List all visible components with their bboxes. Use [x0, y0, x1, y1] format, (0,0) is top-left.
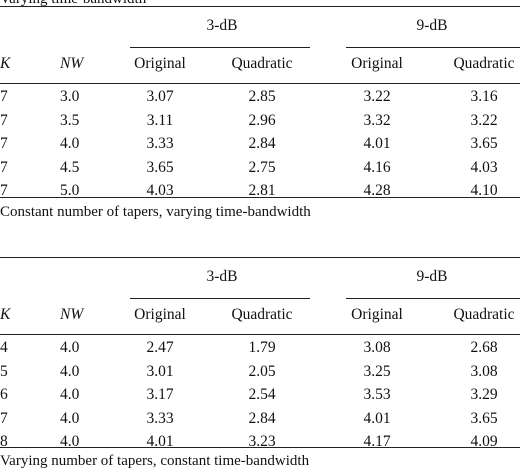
- table-cell: 3.07: [146, 88, 174, 105]
- table-cell: 2.05: [248, 362, 276, 380]
- group-rule-9db: [346, 47, 520, 48]
- bottom-rule: [0, 197, 520, 198]
- column-header: Quadratic: [453, 55, 515, 72]
- column-header: Quadratic: [453, 306, 515, 323]
- table-cell: 2.96: [248, 111, 276, 129]
- table-cell: 3.65: [146, 158, 174, 176]
- table-cell: 4.16: [363, 158, 391, 176]
- group-rule-3db: [130, 47, 310, 48]
- table-cell: 3.5: [60, 111, 80, 129]
- table-cell: 3.65: [470, 409, 498, 427]
- table-cell: 3.23: [248, 433, 276, 451]
- header-rule: [0, 334, 520, 335]
- column-header: NW: [60, 55, 84, 72]
- column-header: Original: [351, 55, 403, 72]
- table-cell: 1.79: [248, 339, 276, 356]
- table-cell: 8: [0, 433, 8, 451]
- top-caption: Varying time-bandwidth: [0, 0, 146, 8]
- table-cell: 4.01: [146, 433, 174, 451]
- table-cell: 4.28: [363, 182, 391, 200]
- table-cell: 3.01: [146, 362, 174, 380]
- table-cell: 4.0: [60, 386, 80, 404]
- table-cell: 2.68: [470, 339, 498, 356]
- table-cell: 3.53: [363, 386, 391, 404]
- table-cell: 4.17: [363, 433, 391, 451]
- top-rule: [0, 257, 520, 258]
- table-cell: 3.08: [470, 362, 498, 380]
- table1-caption: Constant number of tapers, varying time-…: [0, 204, 311, 220]
- column-header: NW: [60, 306, 84, 323]
- table-cell: 2.84: [248, 409, 276, 427]
- group-label: 9-dB: [416, 268, 448, 285]
- table-cell: 3.29: [470, 386, 498, 404]
- table-cell: 3.22: [470, 111, 498, 129]
- table-cell: 3.17: [146, 386, 174, 404]
- table-cell: 7: [0, 111, 8, 129]
- table-cell: 4.01: [363, 409, 391, 427]
- table-cell: 7: [0, 409, 8, 427]
- table-cell: 4.01: [363, 135, 391, 153]
- group-label: 9-dB: [416, 17, 448, 34]
- table-cell: 4.0: [60, 339, 80, 356]
- table-cell: 3.11: [146, 111, 174, 129]
- table-cell: 7: [0, 182, 8, 200]
- table-cell: 3.25: [363, 362, 391, 380]
- table-cell: 3.22: [363, 88, 391, 105]
- table-cell: 3.33: [146, 135, 174, 153]
- column-header: Original: [134, 306, 186, 323]
- group-label: 3-dB: [206, 17, 238, 34]
- table-cell: 2.75: [248, 158, 276, 176]
- table-cell: 4.03: [146, 182, 174, 200]
- table-cell: 3.16: [470, 88, 498, 105]
- table-cell: 2.85: [248, 88, 276, 105]
- column-header: Original: [351, 306, 403, 323]
- table-cell: 7: [0, 158, 8, 176]
- table-cell: 2.47: [146, 339, 174, 356]
- column-header: Quadratic: [231, 306, 293, 323]
- group-rule-3db: [130, 298, 310, 299]
- table-cell: 4.10: [470, 182, 498, 200]
- table-cell: 2.54: [248, 386, 276, 404]
- table-cell: 4.0: [60, 135, 80, 153]
- table-cell: 3.65: [470, 135, 498, 153]
- table-cell: 3.33: [146, 409, 174, 427]
- table-cell: 3.08: [363, 339, 391, 356]
- table-cell: 5: [0, 362, 8, 380]
- table-cell: 6: [0, 386, 8, 404]
- table-cell: 2.84: [248, 135, 276, 153]
- column-header: K: [0, 55, 11, 72]
- table2-caption: Varying number of tapers, constant time-…: [0, 453, 310, 469]
- table-cell: 4: [0, 339, 8, 356]
- table-cell: 4.03: [470, 158, 498, 176]
- top-rule: [0, 6, 520, 7]
- column-header: K: [0, 306, 11, 323]
- table-cell: 3.0: [60, 88, 80, 105]
- table-cell: 3.32: [363, 111, 391, 129]
- table-cell: 4.5: [60, 158, 80, 176]
- table-cell: 4.09: [470, 433, 498, 451]
- bottom-rule: [0, 447, 520, 448]
- table-cell: 2.81: [248, 182, 276, 200]
- table-cell: 4.0: [60, 362, 80, 380]
- column-header: Original: [134, 55, 186, 72]
- table-cell: 4.0: [60, 433, 80, 451]
- table-cell: 7: [0, 135, 8, 153]
- group-rule-9db: [346, 298, 520, 299]
- column-header: Quadratic: [231, 55, 293, 72]
- header-rule: [0, 83, 520, 84]
- table-cell: 7: [0, 88, 8, 105]
- table-cell: 4.0: [60, 409, 80, 427]
- table-cell: 5.0: [60, 182, 80, 200]
- group-label: 3-dB: [206, 268, 238, 285]
